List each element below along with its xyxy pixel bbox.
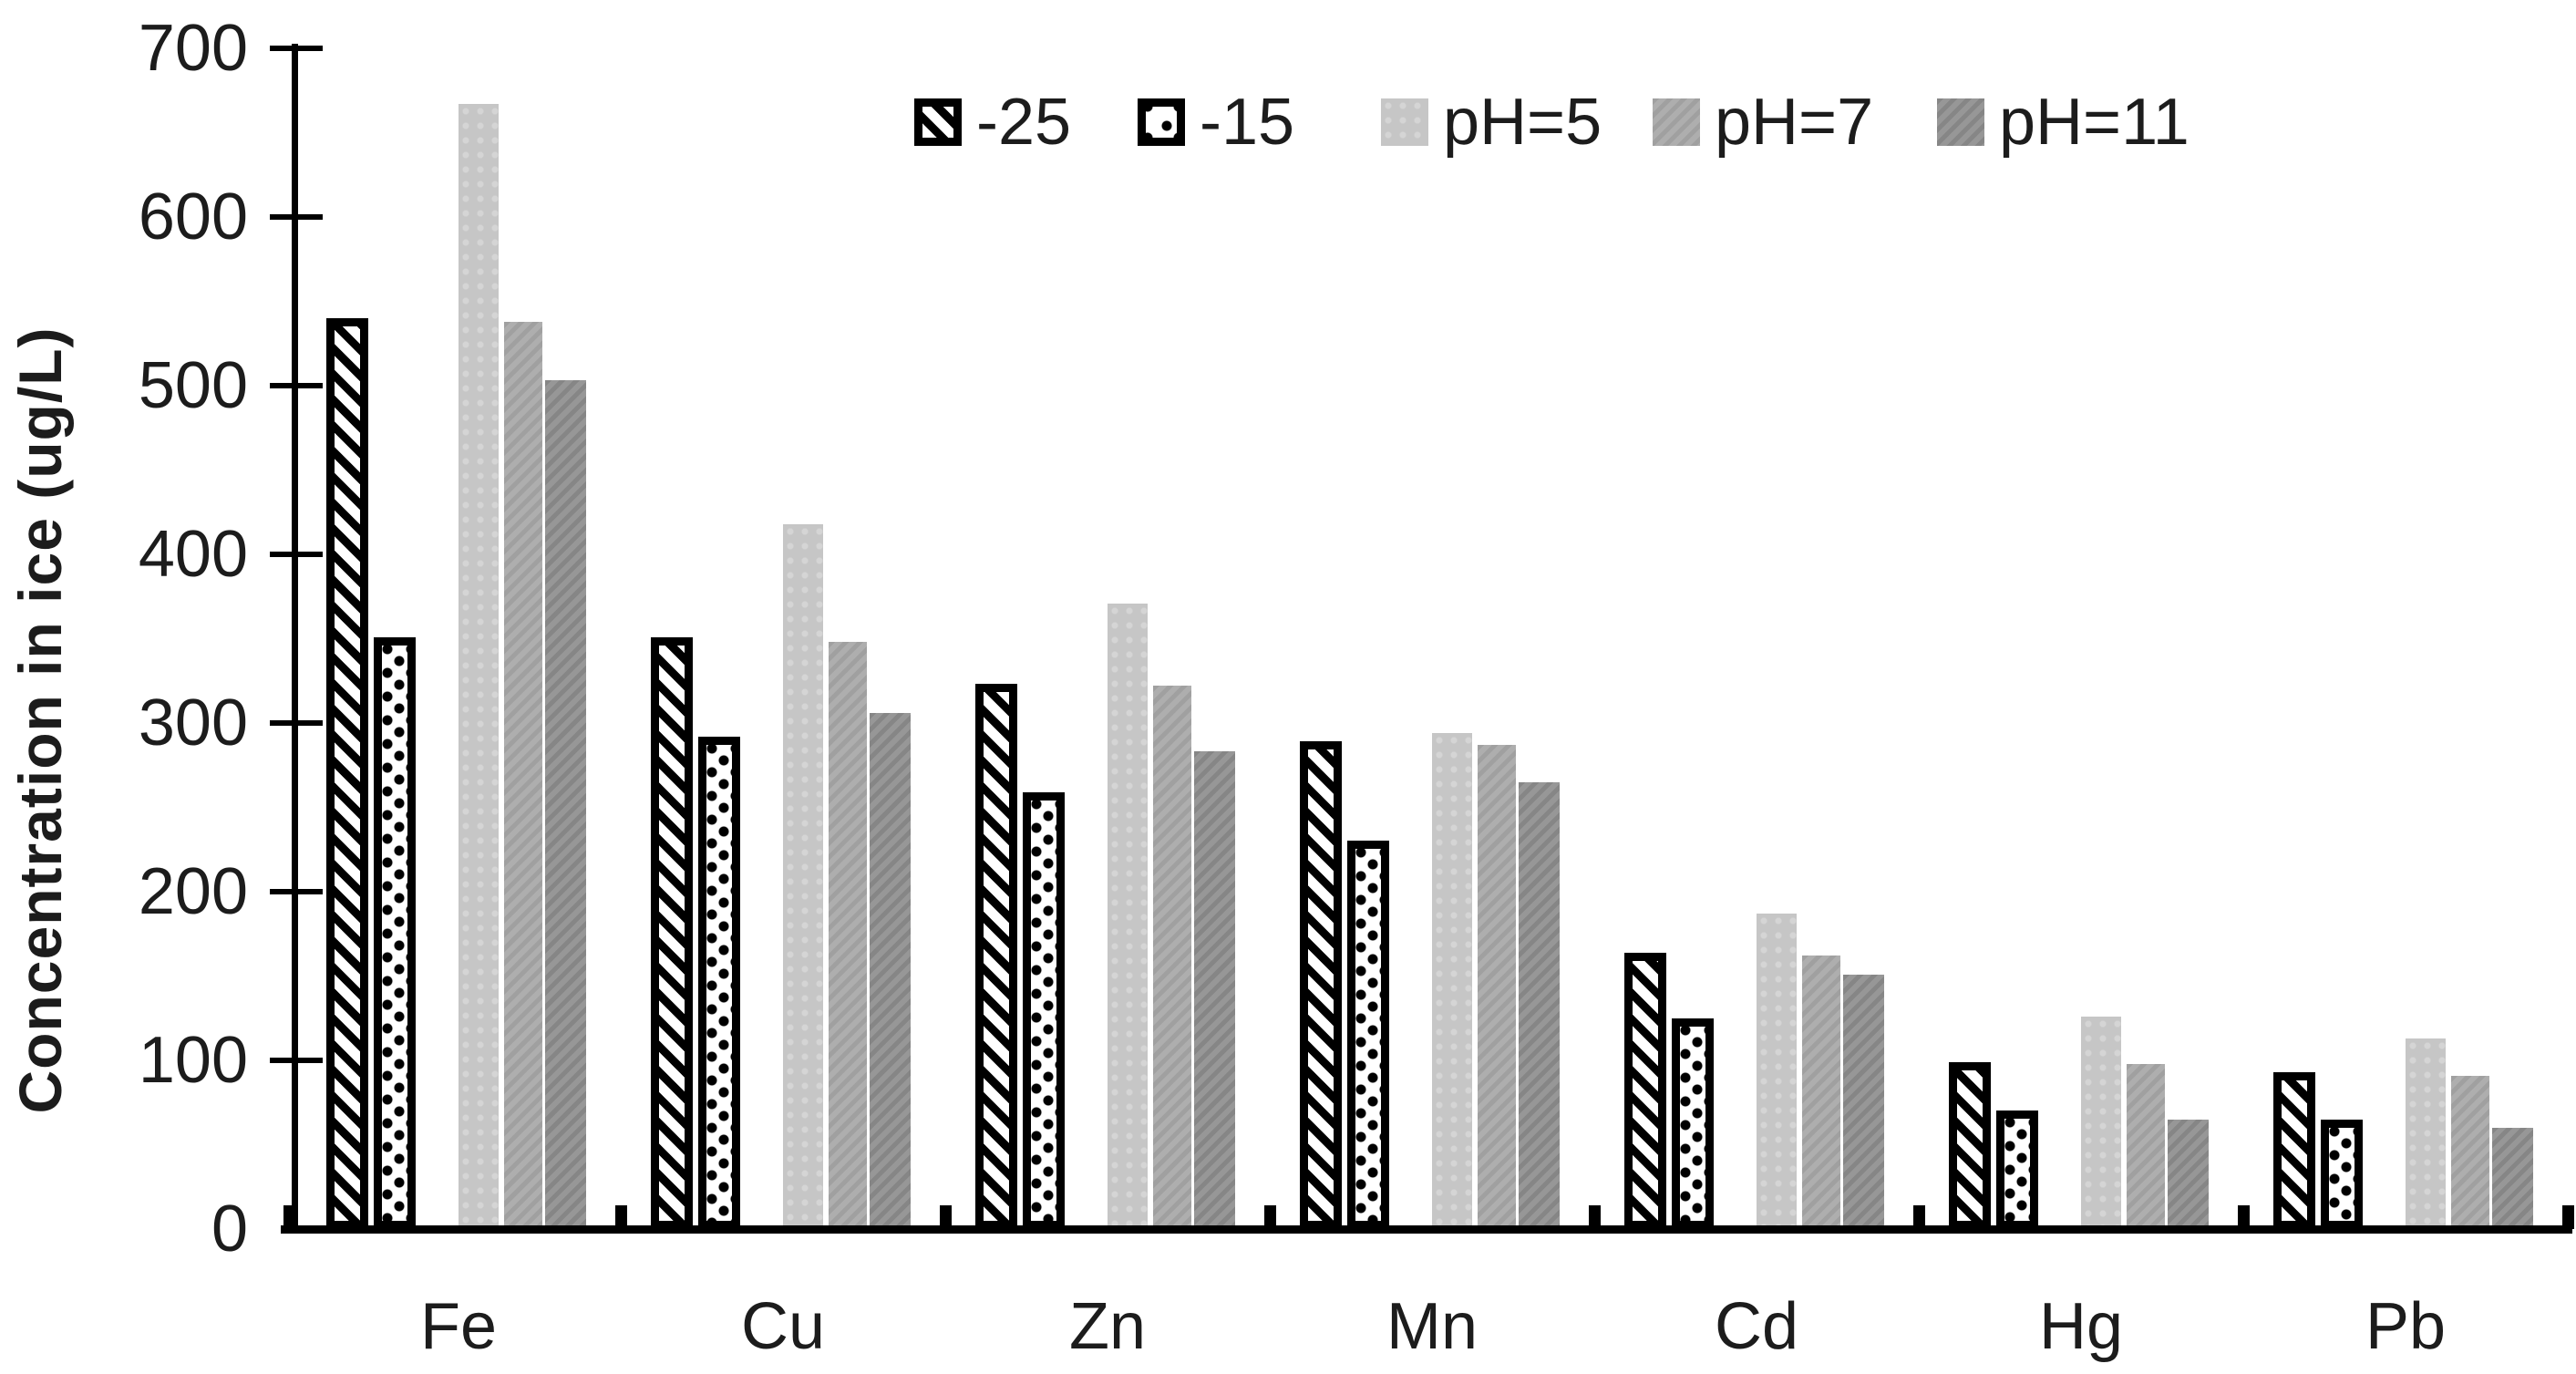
legend-label-ph11: pH=11 — [1999, 86, 2190, 159]
bar-cd-ph5 — [1757, 914, 1797, 1229]
y-tick-label-300: 300 — [138, 687, 248, 759]
bar-pb-ph7 — [2451, 1076, 2489, 1229]
x-axis-separator-tick — [1264, 1205, 1276, 1229]
bar-mn-ph11 — [1519, 782, 1560, 1229]
y-axis-line — [292, 44, 298, 1233]
bar-zn-ph5 — [1108, 604, 1148, 1229]
y-tick-label-700: 700 — [138, 12, 248, 85]
x-axis-line — [281, 1225, 2572, 1234]
bar-mn-ph7 — [1478, 745, 1516, 1229]
x-axis-label-hg: Hg — [2038, 1290, 2124, 1363]
y-tick-label-400: 400 — [138, 518, 248, 591]
x-axis-label-mn: Mn — [1386, 1290, 1479, 1363]
legend-label-15: -15 — [1200, 86, 1295, 159]
x-axis-separator-tick — [2562, 1205, 2574, 1229]
bar-zn-ph11 — [1194, 751, 1235, 1229]
x-axis-label-pb: Pb — [2365, 1290, 2447, 1363]
bar-pb-ph5 — [2406, 1038, 2446, 1229]
y-tick-label-100: 100 — [138, 1024, 248, 1097]
legend-label-ph5: pH=5 — [1443, 86, 1602, 159]
bar-cu-ph5 — [783, 524, 823, 1229]
bar-pb-15 — [2321, 1120, 2363, 1229]
bar-pb-25 — [2273, 1072, 2315, 1229]
bar-fe-25 — [326, 318, 368, 1229]
bar-cu-25 — [651, 637, 693, 1229]
bar-fe-15 — [374, 637, 416, 1229]
y-tick-label-0: 0 — [211, 1193, 248, 1266]
y-tick-label-500: 500 — [138, 349, 248, 422]
x-axis-separator-tick — [615, 1205, 627, 1229]
legend-item-ph5: pH=5 — [1381, 85, 1602, 160]
x-axis-separator-tick — [283, 1205, 295, 1229]
bar-hg-25 — [1949, 1062, 1991, 1229]
x-axis-label-zn: Zn — [1068, 1290, 1147, 1363]
bar-cu-15 — [698, 737, 740, 1229]
bar-mn-ph5 — [1432, 733, 1472, 1229]
bar-mn-25 — [1300, 741, 1342, 1229]
legend-swatch-ph7 — [1653, 98, 1700, 146]
bar-hg-ph7 — [2127, 1064, 2165, 1229]
legend-swatch-ph11 — [1937, 98, 1984, 146]
bar-pb-ph11 — [2492, 1128, 2533, 1229]
x-axis-label-fe: Fe — [419, 1290, 498, 1363]
bar-fe-ph5 — [459, 104, 499, 1229]
bar-fe-ph7 — [504, 322, 542, 1229]
x-axis-label-cd: Cd — [1714, 1290, 1799, 1363]
legend-swatch-ph5 — [1381, 98, 1428, 146]
bar-zn-15 — [1023, 792, 1065, 1229]
bar-cd-ph7 — [1802, 956, 1840, 1229]
y-tick-label-600: 600 — [138, 181, 248, 253]
x-axis-separator-tick — [940, 1205, 952, 1229]
legend-label-25: -25 — [976, 86, 1072, 159]
bar-cd-25 — [1624, 953, 1666, 1229]
bar-zn-ph7 — [1153, 686, 1191, 1229]
bar-zn-25 — [975, 684, 1017, 1229]
legend-label-ph7: pH=7 — [1715, 86, 1874, 159]
bar-mn-15 — [1347, 841, 1389, 1229]
bar-hg-ph11 — [2168, 1120, 2209, 1229]
legend-swatch-25 — [914, 98, 962, 146]
x-axis-separator-tick — [1913, 1205, 1925, 1229]
bar-hg-15 — [1996, 1111, 2038, 1229]
bar-cu-ph11 — [870, 713, 911, 1229]
legend-item-ph7: pH=7 — [1653, 85, 1873, 160]
legend-swatch-15 — [1138, 98, 1185, 146]
bar-cd-15 — [1672, 1018, 1714, 1229]
bar-cu-ph7 — [829, 642, 867, 1229]
legend-item-25: -25 — [914, 85, 1071, 160]
x-axis-separator-tick — [1589, 1205, 1601, 1229]
y-tick-label-200: 200 — [138, 855, 248, 928]
bar-hg-ph5 — [2081, 1017, 2121, 1229]
bar-cd-ph11 — [1843, 975, 1884, 1229]
x-axis-separator-tick — [2238, 1205, 2250, 1229]
x-axis-label-cu: Cu — [740, 1290, 826, 1363]
bar-fe-ph11 — [545, 380, 586, 1229]
legend-item-ph11: pH=11 — [1937, 85, 2190, 160]
legend-item-15: -15 — [1138, 85, 1294, 160]
